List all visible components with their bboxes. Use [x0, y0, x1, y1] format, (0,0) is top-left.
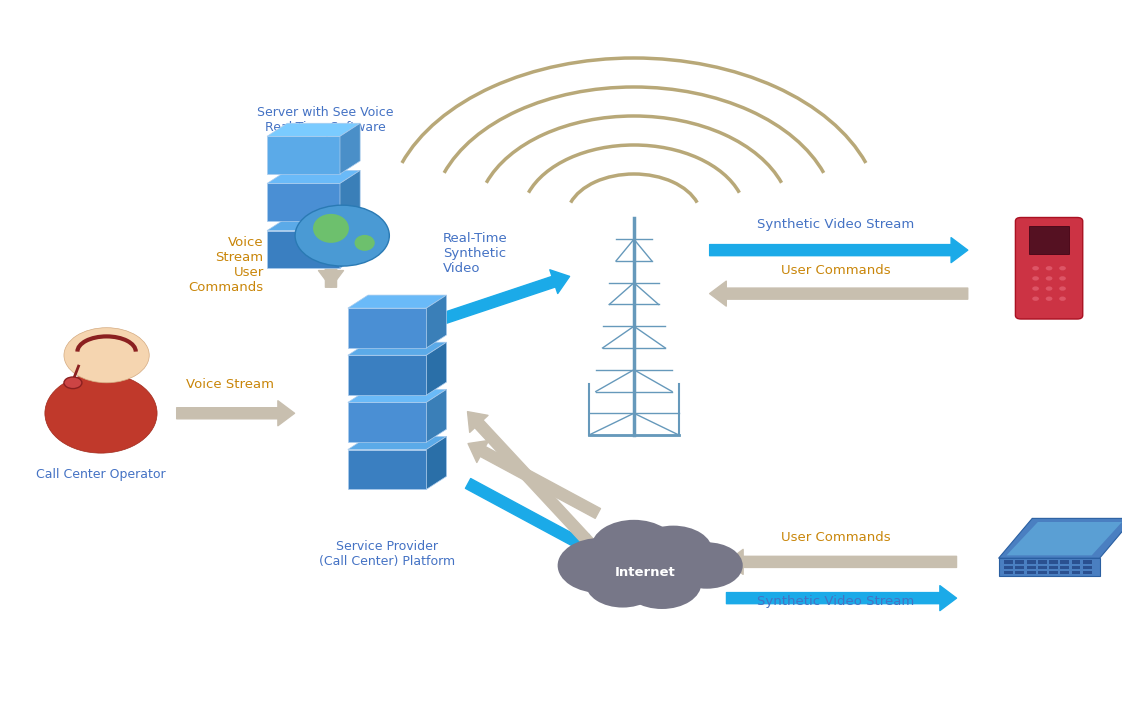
FancyBboxPatch shape: [1038, 566, 1047, 569]
Circle shape: [586, 560, 660, 608]
FancyBboxPatch shape: [1060, 571, 1069, 574]
Polygon shape: [348, 342, 447, 355]
FancyBboxPatch shape: [1072, 560, 1080, 564]
Polygon shape: [340, 218, 360, 268]
FancyBboxPatch shape: [267, 231, 340, 268]
Circle shape: [1046, 297, 1052, 301]
FancyBboxPatch shape: [1083, 566, 1092, 569]
Ellipse shape: [45, 373, 157, 453]
Circle shape: [1059, 276, 1066, 281]
FancyArrowPatch shape: [399, 270, 570, 338]
Polygon shape: [999, 558, 1100, 576]
Circle shape: [1059, 297, 1066, 301]
Polygon shape: [348, 295, 447, 308]
FancyArrowPatch shape: [709, 281, 968, 306]
Circle shape: [295, 205, 389, 266]
Polygon shape: [267, 123, 360, 136]
FancyBboxPatch shape: [1004, 566, 1013, 569]
Polygon shape: [348, 436, 447, 450]
Circle shape: [64, 377, 82, 389]
Circle shape: [64, 328, 149, 383]
FancyArrowPatch shape: [726, 550, 957, 574]
Circle shape: [1059, 286, 1066, 291]
Circle shape: [1032, 276, 1039, 281]
Text: Voice Stream: Voice Stream: [186, 378, 274, 392]
FancyBboxPatch shape: [348, 450, 426, 489]
Polygon shape: [267, 218, 360, 231]
Ellipse shape: [355, 235, 375, 251]
Text: Internet: Internet: [615, 566, 675, 579]
Polygon shape: [340, 170, 360, 221]
FancyBboxPatch shape: [1004, 571, 1013, 574]
Text: Synthetic Video Stream: Synthetic Video Stream: [757, 218, 914, 231]
Polygon shape: [1006, 522, 1122, 555]
FancyArrowPatch shape: [468, 441, 600, 518]
FancyArrowPatch shape: [468, 412, 603, 556]
Circle shape: [634, 526, 712, 576]
Circle shape: [671, 542, 743, 589]
Circle shape: [1046, 286, 1052, 291]
Text: Voice
Stream
User
Commands: Voice Stream User Commands: [188, 236, 264, 294]
Text: User Commands: User Commands: [781, 531, 891, 544]
Text: User Commands: User Commands: [781, 264, 891, 277]
FancyArrowPatch shape: [176, 401, 295, 426]
Ellipse shape: [82, 330, 132, 366]
Circle shape: [1059, 266, 1066, 270]
FancyBboxPatch shape: [1072, 571, 1080, 574]
Polygon shape: [426, 436, 447, 489]
FancyBboxPatch shape: [1004, 560, 1013, 564]
Polygon shape: [340, 123, 360, 174]
Ellipse shape: [313, 214, 349, 243]
FancyArrowPatch shape: [466, 478, 598, 556]
Circle shape: [1046, 276, 1052, 281]
Circle shape: [1032, 297, 1039, 301]
FancyBboxPatch shape: [1083, 571, 1092, 574]
Polygon shape: [348, 389, 447, 402]
Circle shape: [558, 538, 643, 593]
FancyArrowPatch shape: [726, 586, 957, 610]
Text: Service Provider
(Call Center) Platform: Service Provider (Call Center) Platform: [319, 540, 456, 568]
FancyBboxPatch shape: [1015, 218, 1083, 319]
FancyBboxPatch shape: [267, 183, 340, 221]
FancyBboxPatch shape: [1027, 560, 1036, 564]
FancyBboxPatch shape: [1015, 566, 1024, 569]
Polygon shape: [267, 170, 360, 183]
Circle shape: [623, 558, 701, 609]
FancyBboxPatch shape: [1049, 566, 1058, 569]
FancyBboxPatch shape: [1015, 560, 1024, 564]
FancyBboxPatch shape: [1060, 566, 1069, 569]
Circle shape: [1032, 286, 1039, 291]
FancyBboxPatch shape: [1015, 571, 1024, 574]
Text: Real-Time
Synthetic
Video: Real-Time Synthetic Video: [443, 233, 508, 276]
FancyArrowPatch shape: [319, 220, 343, 287]
FancyBboxPatch shape: [1029, 226, 1069, 254]
Circle shape: [1032, 266, 1039, 270]
FancyArrowPatch shape: [319, 220, 343, 287]
Polygon shape: [426, 389, 447, 442]
Text: Call Center Operator: Call Center Operator: [36, 468, 166, 481]
Circle shape: [1046, 266, 1052, 270]
Text: Server with See Voice
Real-Time Software
Product: Server with See Voice Real-Time Software…: [257, 106, 394, 149]
FancyBboxPatch shape: [348, 402, 426, 442]
Polygon shape: [999, 518, 1122, 558]
FancyBboxPatch shape: [1049, 571, 1058, 574]
FancyBboxPatch shape: [348, 355, 426, 395]
FancyBboxPatch shape: [348, 308, 426, 348]
FancyBboxPatch shape: [1027, 566, 1036, 569]
FancyBboxPatch shape: [1027, 571, 1036, 574]
Circle shape: [591, 520, 677, 575]
FancyBboxPatch shape: [1038, 560, 1047, 564]
FancyBboxPatch shape: [1072, 566, 1080, 569]
Text: Synthetic Video Stream: Synthetic Video Stream: [757, 594, 914, 608]
FancyArrowPatch shape: [709, 238, 968, 262]
Polygon shape: [426, 342, 447, 395]
FancyBboxPatch shape: [1038, 571, 1047, 574]
FancyBboxPatch shape: [1060, 560, 1069, 564]
Polygon shape: [426, 295, 447, 348]
FancyBboxPatch shape: [1049, 560, 1058, 564]
FancyBboxPatch shape: [267, 136, 340, 174]
FancyBboxPatch shape: [1083, 560, 1092, 564]
